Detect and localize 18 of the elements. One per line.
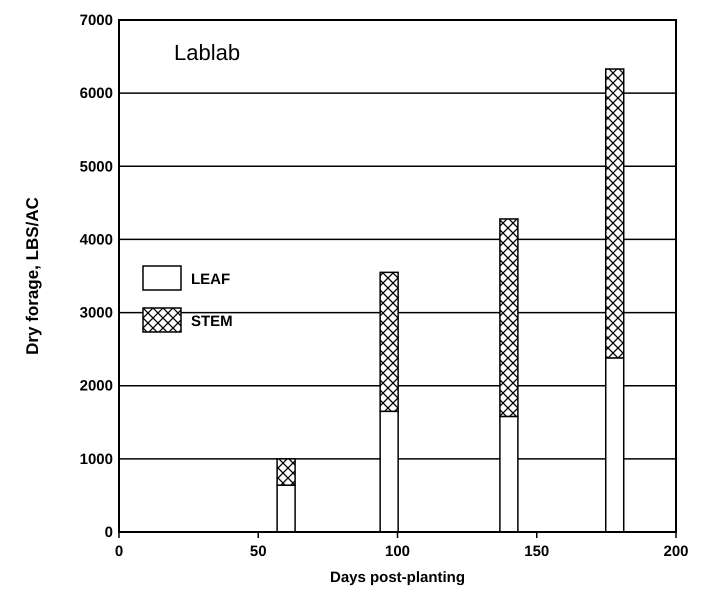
legend-label: LEAF [191,271,230,288]
y-axis-title: Dry forage, LBS/AC [23,197,42,355]
y-tick-label: 0 [104,524,113,541]
y-tick-label: 2000 [80,378,113,395]
y-tick-label: 6000 [80,85,113,102]
y-tick-label: 1000 [80,450,113,468]
y-tick-label: 4000 [80,231,113,248]
x-axis-title: Days post-planting [330,569,466,586]
legend-label: STEM [191,313,233,330]
y-tick-label: 3000 [80,304,113,322]
x-tick-label: 200 [663,543,689,560]
x-tick-label: 100 [384,543,410,560]
x-tick-label: 50 [250,543,267,560]
text: Lablab [174,40,240,65]
y-tick-label: 5000 [80,158,113,176]
y-tick-label: 7000 [80,12,113,29]
x-tick-label: 0 [114,543,124,560]
x-tick-label: 150 [524,543,550,560]
